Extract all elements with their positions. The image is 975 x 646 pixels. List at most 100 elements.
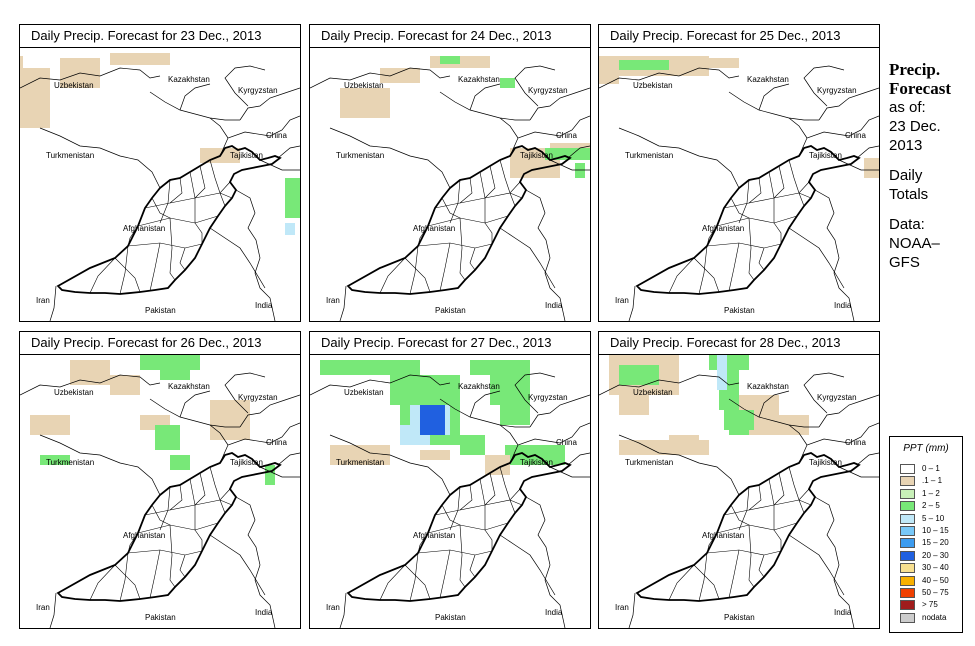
country-label-china: China — [266, 131, 287, 140]
province-border — [89, 257, 116, 294]
province-border — [698, 552, 708, 602]
province-border — [449, 179, 461, 224]
legend-row: > 75 — [900, 600, 960, 611]
province-border — [417, 549, 493, 556]
country-label-india: India — [834, 608, 852, 617]
country-border — [529, 87, 590, 121]
legend-row: 2 – 5 — [900, 501, 960, 512]
precip-area — [285, 178, 300, 218]
province-border — [194, 472, 206, 506]
country-label-afghanistan: Afghanistan — [413, 531, 455, 540]
province-border — [798, 499, 812, 506]
country-border — [618, 434, 740, 496]
province-border — [459, 524, 466, 588]
country-label-tajikistan: Tajikistan — [520, 151, 553, 160]
province-border — [144, 181, 231, 209]
legend-swatch — [900, 563, 915, 574]
country-label-kyrgyzstan: Kyrgyzstan — [238, 86, 278, 95]
province-border — [758, 247, 765, 271]
country-border — [469, 83, 501, 111]
precip-area — [709, 58, 739, 68]
country-label-china: China — [845, 438, 866, 447]
country-label-india: India — [255, 608, 273, 617]
legend-row: 20 – 30 — [900, 550, 960, 562]
province-border — [798, 192, 812, 199]
legend-label: 0 – 1 — [922, 464, 940, 473]
precip-area — [110, 53, 170, 65]
precip-area — [490, 375, 530, 405]
country-label-afghanistan: Afghanistan — [413, 224, 455, 233]
afghanistan-outline — [56, 145, 282, 295]
legend-swatch — [900, 488, 915, 499]
country-label-turkmenistan: Turkmenistan — [625, 151, 673, 160]
country-border — [728, 398, 819, 428]
country-label-kyrgyzstan: Kyrgyzstan — [238, 393, 278, 402]
country-border — [209, 117, 229, 139]
legend-swatch — [900, 476, 915, 487]
province-border — [748, 217, 755, 281]
precip-area — [330, 445, 390, 465]
country-border — [39, 127, 161, 189]
country-label-uzbekistan: Uzbekistan — [54, 81, 94, 90]
country-label-turkmenistan: Turkmenistan — [336, 151, 384, 160]
province-border — [459, 217, 466, 281]
province-border — [194, 529, 203, 551]
country-label-iran: Iran — [36, 603, 50, 612]
country-border — [728, 91, 819, 121]
country-border — [209, 534, 266, 596]
precip-area — [619, 60, 669, 70]
forecast-panel-27-dec: Daily Precip. Forecast for 27 Dec., 2013… — [309, 331, 591, 629]
country-label-china: China — [556, 131, 577, 140]
precip-area — [265, 465, 275, 485]
country-border — [856, 145, 879, 159]
province-border — [379, 257, 406, 294]
country-border — [838, 466, 879, 478]
country-label-china: China — [266, 438, 287, 447]
country-border — [339, 285, 347, 321]
legend-label: > 75 — [922, 600, 938, 610]
legend-label: 30 – 40 — [922, 563, 949, 573]
country-label-kazakhstan: Kazakhstan — [458, 382, 500, 391]
province-border — [219, 499, 233, 506]
country-label-tajikistan: Tajikistan — [230, 151, 263, 160]
province-border — [484, 222, 493, 244]
info-year: 2013 — [889, 137, 923, 154]
country-border — [818, 394, 879, 428]
country-border — [525, 496, 566, 628]
province-border — [459, 177, 473, 204]
country-label-kazakhstan: Kazakhstan — [168, 382, 210, 391]
precip-area — [709, 355, 749, 370]
country-label-uzbekistan: Uzbekistan — [633, 388, 673, 397]
country-label-china: China — [556, 438, 577, 447]
country-border — [818, 87, 879, 121]
precip-area — [285, 223, 295, 235]
province-border — [194, 222, 203, 244]
province-border — [441, 504, 461, 526]
country-label-india: India — [545, 608, 563, 617]
province-border — [693, 257, 720, 293]
legend-title: PPT (mm) — [903, 443, 949, 454]
country-label-afghanistan: Afghanistan — [123, 531, 165, 540]
country-border — [209, 424, 229, 446]
forecast-map: Uzbekistan Kazakhstan Kyrgyzstan China Tajik… — [599, 355, 879, 628]
info-date: 23 Dec. — [889, 118, 941, 135]
province-border — [788, 159, 805, 207]
legend-row: 0 – 1 — [900, 464, 960, 475]
panel-title: Daily Precip. Forecast for 24 Dec., 2013 — [310, 25, 590, 48]
province-border — [441, 197, 461, 219]
precip-area — [729, 425, 749, 435]
province-border — [738, 179, 750, 224]
precip-area — [340, 88, 390, 118]
province-border — [417, 242, 493, 249]
country-border — [259, 159, 300, 171]
country-label-tajikistan: Tajikistan — [809, 151, 842, 160]
precip-area — [500, 405, 530, 425]
province-border — [668, 564, 695, 601]
afghanistan-outline — [635, 452, 861, 602]
country-border — [803, 65, 845, 107]
country-label-tajikistan: Tajikistan — [520, 458, 553, 467]
country-border — [439, 398, 530, 428]
precip-area — [20, 68, 50, 128]
precip-area — [669, 435, 699, 445]
country-border — [514, 372, 556, 414]
